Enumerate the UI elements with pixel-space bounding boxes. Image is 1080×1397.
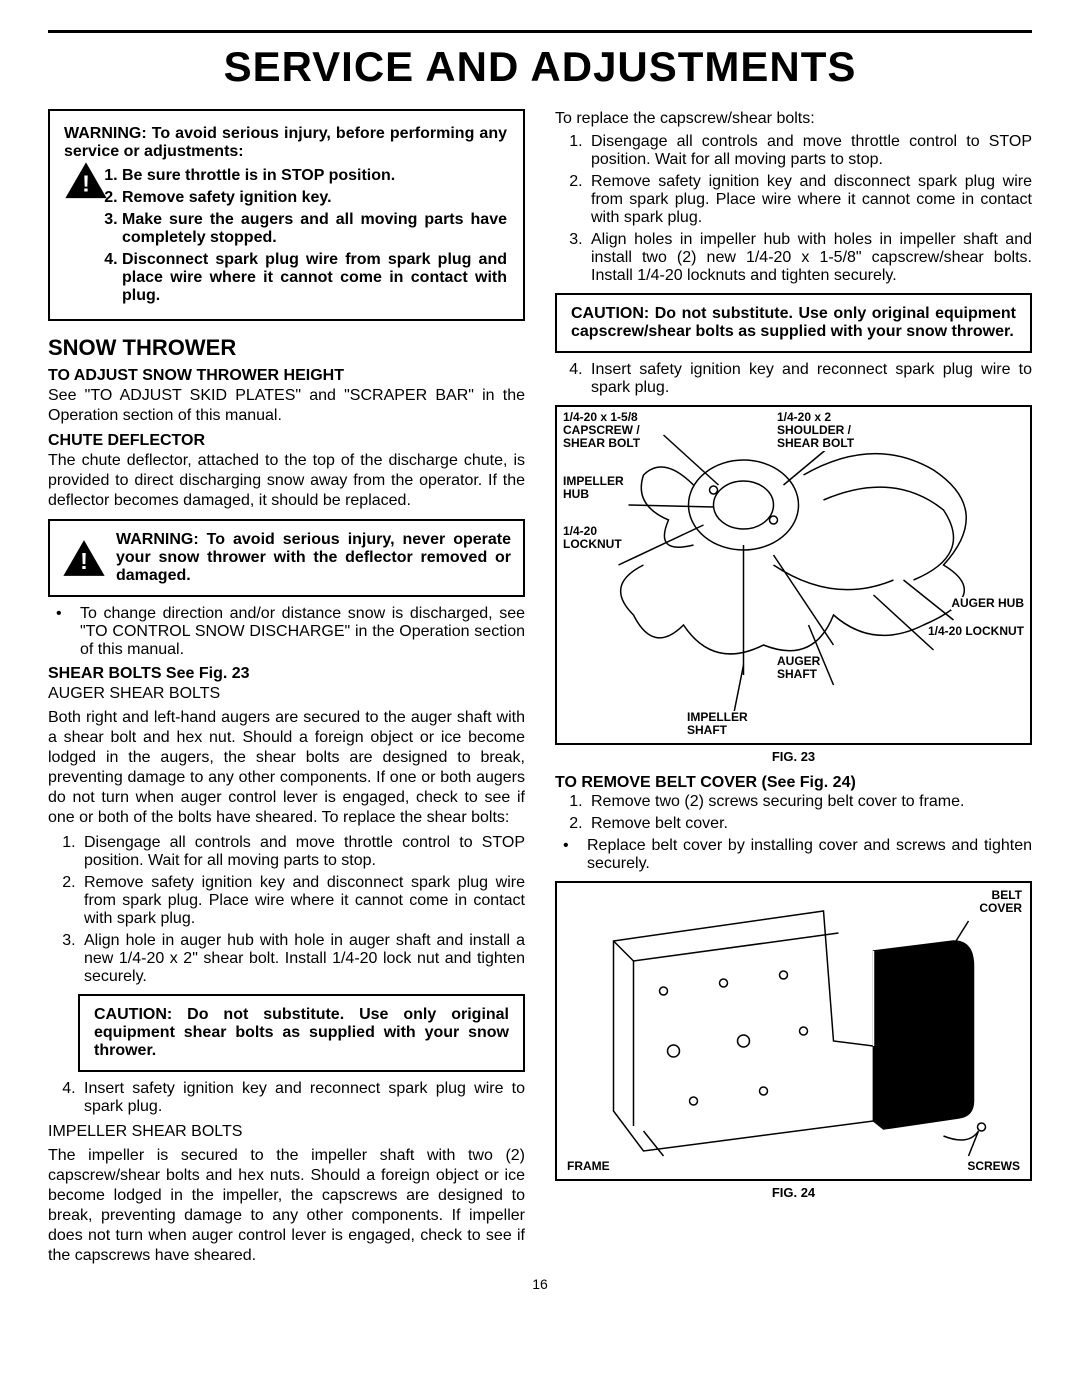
left-column: WARNING: To avoid serious injury, before… <box>48 109 525 1272</box>
figure-24-drawing <box>565 891 1022 1171</box>
subhead-adjust-height: TO ADJUST SNOW THROWER HEIGHT <box>48 367 525 385</box>
top-rule <box>48 30 1032 33</box>
step-item: Align holes in impeller hub with holes i… <box>587 231 1032 285</box>
subhead-belt: TO REMOVE BELT COVER (See Fig. 24) <box>555 774 1032 792</box>
intro-text: To replace the capscrew/shear bolts: <box>555 109 1032 129</box>
fig-label: BELT COVER <box>979 889 1022 915</box>
shear-step-4: Insert safety ignition key and reconnect… <box>80 1080 525 1116</box>
fig-label: 1/4-20 x 1-5/8 CAPSCREW / SHEAR BOLT <box>563 411 640 451</box>
bullet-item: Replace belt cover by installing cover a… <box>555 837 1032 873</box>
subhead-shear: SHEAR BOLTS See Fig. 23 <box>48 665 525 683</box>
warning-heading: WARNING: To avoid serious injury, before… <box>64 125 507 161</box>
fig-label: AUGER SHAFT <box>777 655 820 681</box>
fig-label: IMPELLER SHAFT <box>687 711 748 737</box>
step-item: Disengage all controls and move throttle… <box>587 133 1032 169</box>
figure-23-caption: FIG. 23 <box>555 749 1032 764</box>
warning-list: Be sure throttle is in STOP position. Re… <box>122 167 507 305</box>
belt-bullet: Replace belt cover by installing cover a… <box>555 837 1032 873</box>
sub-sub-head: IMPELLER SHEAR BOLTS <box>48 1122 525 1142</box>
fig-label: AUGER HUB <box>951 597 1024 610</box>
page-title: SERVICE AND ADJUSTMENTS <box>48 43 1032 91</box>
right-column: To replace the capscrew/shear bolts: Dis… <box>555 109 1032 1272</box>
warning-box: WARNING: To avoid serious injury, before… <box>48 109 525 321</box>
chute-bullet-list: To change direction and/or distance snow… <box>48 605 525 659</box>
body-text: The impeller is secured to the impeller … <box>48 1146 525 1266</box>
belt-steps: Remove two (2) screws securing belt cove… <box>587 793 1032 833</box>
figure-23: 1/4-20 x 1-5/8 CAPSCREW / SHEAR BOLT 1/4… <box>555 405 1032 745</box>
step-item: Remove safety ignition key and disconnec… <box>80 874 525 928</box>
body-text: Both right and left-hand augers are secu… <box>48 708 525 828</box>
step-item: Insert safety ignition key and reconnect… <box>587 361 1032 397</box>
fig-label: 1/4-20 LOCKNUT <box>928 625 1024 638</box>
step-item: Disengage all controls and move throttle… <box>80 834 525 870</box>
subhead-chute: CHUTE DEFLECTOR <box>48 432 525 450</box>
impeller-step-4: Insert safety ignition key and reconnect… <box>587 361 1032 397</box>
figure-24-caption: FIG. 24 <box>555 1185 1032 1200</box>
svg-text:!: ! <box>82 170 90 196</box>
step-item: Remove two (2) screws securing belt cove… <box>587 793 1032 811</box>
fig-label: FRAME <box>567 1160 610 1173</box>
step-item: Remove safety ignition key and disconnec… <box>587 173 1032 227</box>
warning-item: Remove safety ignition key. <box>122 189 507 207</box>
warning-icon: ! <box>62 538 106 578</box>
warning-item: Make sure the augers and all moving part… <box>122 211 507 247</box>
figure-23-drawing <box>565 415 1022 735</box>
step-item: Remove belt cover. <box>587 815 1032 833</box>
step-item: Align hole in auger hub with hole in aug… <box>80 932 525 986</box>
body-text: The chute deflector, attached to the top… <box>48 451 525 511</box>
caution-box: CAUTION: Do not substitute. Use only ori… <box>78 994 525 1072</box>
warning-icon: ! <box>64 161 108 200</box>
shear-steps-1: Disengage all controls and move throttle… <box>80 834 525 986</box>
sub-sub-head: AUGER SHEAR BOLTS <box>48 684 525 704</box>
warning-item: Be sure throttle is in STOP position. <box>122 167 507 185</box>
page-number: 16 <box>48 1276 1032 1292</box>
impeller-steps: Disengage all controls and move throttle… <box>587 133 1032 285</box>
chute-warning-box: ! WARNING: To avoid serious injury, neve… <box>48 519 525 597</box>
fig-label: SCREWS <box>967 1160 1020 1173</box>
bullet-item: To change direction and/or distance snow… <box>48 605 525 659</box>
step-item: Insert safety ignition key and reconnect… <box>80 1080 525 1116</box>
two-column-layout: WARNING: To avoid serious injury, before… <box>48 109 1032 1272</box>
chute-warning-text: WARNING: To avoid serious injury, never … <box>116 531 511 585</box>
fig-label: IMPELLER HUB <box>563 475 624 501</box>
fig-label: 1/4-20 x 2 SHOULDER / SHEAR BOLT <box>777 411 854 451</box>
svg-text:!: ! <box>80 548 88 574</box>
section-heading: SNOW THROWER <box>48 335 525 361</box>
figure-24: BELT COVER FRAME SCREWS <box>555 881 1032 1181</box>
caution-box: CAUTION: Do not substitute. Use only ori… <box>555 293 1032 353</box>
fig-label: 1/4-20 LOCKNUT <box>563 525 622 551</box>
body-text: See "TO ADJUST SKID PLATES" and "SCRAPER… <box>48 386 525 426</box>
warning-item: Disconnect spark plug wire from spark pl… <box>122 251 507 305</box>
